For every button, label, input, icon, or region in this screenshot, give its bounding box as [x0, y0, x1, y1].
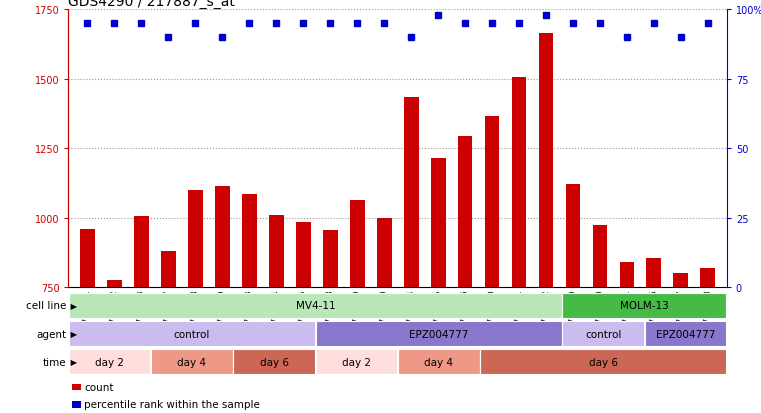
- Text: ▶: ▶: [68, 301, 78, 310]
- Bar: [68, 321, 315, 347]
- Bar: [431, 159, 445, 287]
- Bar: [242, 195, 256, 287]
- Text: day 6: day 6: [260, 357, 288, 367]
- Bar: [480, 349, 727, 375]
- Bar: [188, 190, 202, 287]
- Bar: [68, 293, 562, 318]
- Text: time: time: [43, 357, 66, 367]
- Text: cell line: cell line: [26, 301, 66, 311]
- Bar: [673, 273, 688, 287]
- Bar: [296, 222, 310, 287]
- Bar: [457, 136, 473, 287]
- Bar: [68, 349, 151, 375]
- Text: day 4: day 4: [177, 357, 206, 367]
- Bar: [619, 263, 635, 287]
- Bar: [316, 349, 397, 375]
- Bar: [403, 97, 419, 287]
- Bar: [539, 34, 553, 287]
- Text: agent: agent: [36, 329, 66, 339]
- Bar: [350, 200, 365, 287]
- Bar: [107, 280, 122, 287]
- Text: ▶: ▶: [68, 357, 78, 366]
- Text: MOLM-13: MOLM-13: [620, 301, 669, 311]
- Text: control: control: [174, 329, 210, 339]
- Bar: [700, 268, 715, 287]
- Bar: [269, 216, 284, 287]
- Text: day 4: day 4: [425, 357, 454, 367]
- Bar: [562, 321, 645, 347]
- Bar: [645, 321, 727, 347]
- Bar: [511, 78, 527, 287]
- Text: ▶: ▶: [68, 329, 78, 338]
- Text: EPZ004777: EPZ004777: [656, 329, 715, 339]
- Bar: [161, 252, 176, 287]
- Bar: [234, 349, 315, 375]
- Bar: [562, 293, 727, 318]
- Text: day 2: day 2: [342, 357, 371, 367]
- Text: count: count: [84, 382, 114, 392]
- Bar: [398, 349, 479, 375]
- Text: EPZ004777: EPZ004777: [409, 329, 469, 339]
- Text: GDS4290 / 217887_s_at: GDS4290 / 217887_s_at: [68, 0, 235, 9]
- Bar: [323, 230, 338, 287]
- Bar: [215, 186, 230, 287]
- Text: percentile rank within the sample: percentile rank within the sample: [84, 399, 260, 409]
- Bar: [80, 229, 95, 287]
- Bar: [316, 321, 562, 347]
- Bar: [593, 225, 607, 287]
- Bar: [151, 349, 233, 375]
- Text: control: control: [585, 329, 622, 339]
- Bar: [485, 117, 499, 287]
- Bar: [565, 185, 581, 287]
- Text: day 6: day 6: [589, 357, 618, 367]
- Bar: [647, 259, 661, 287]
- Bar: [377, 218, 392, 287]
- Text: MV4-11: MV4-11: [295, 301, 335, 311]
- Bar: [134, 217, 148, 287]
- Text: day 2: day 2: [95, 357, 124, 367]
